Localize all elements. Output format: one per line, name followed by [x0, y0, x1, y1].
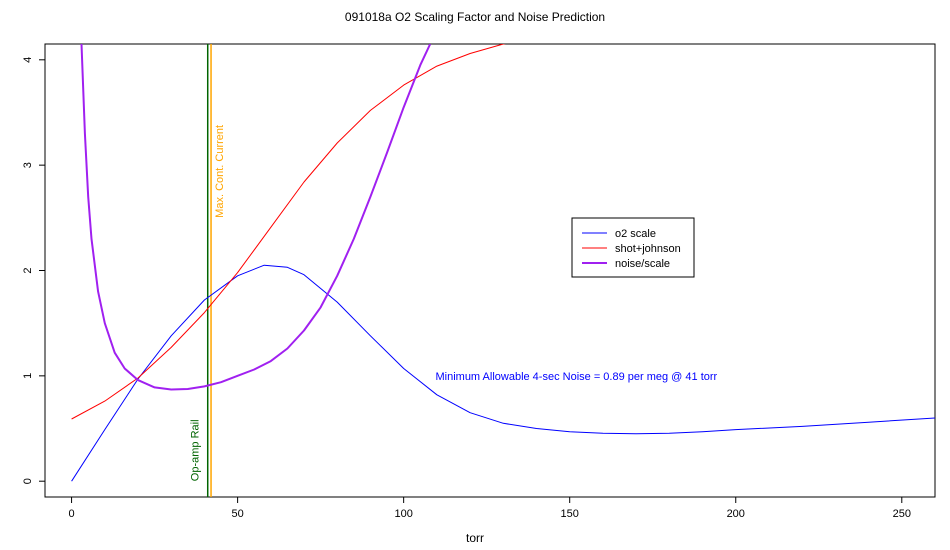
x-tick-label: 250: [893, 508, 911, 520]
series-line-o2-scale: [71, 264, 935, 482]
max-current-label: Max. Cont. Current: [214, 125, 226, 218]
x-tick-label: 200: [727, 508, 745, 520]
x-axis-label: torr: [466, 531, 484, 545]
legend-label: noise/scale: [615, 258, 670, 270]
legend-label: o2 scale: [615, 228, 656, 240]
op-amp-rail-label: Op-amp Rail: [190, 419, 202, 481]
chart-title: 091018a O2 Scaling Factor and Noise Pred…: [345, 10, 605, 24]
plot-frame: [44, 43, 936, 498]
y-tick-label: 3: [22, 162, 34, 168]
x-tick-label: 0: [69, 508, 75, 520]
y-tick-label: 2: [22, 267, 34, 273]
x-tick-label: 100: [394, 508, 412, 520]
x-tick-label: 50: [231, 508, 243, 520]
y-tick-label: 1: [22, 373, 34, 379]
min-noise-annotation: Minimum Allowable 4-sec Noise = 0.89 per…: [435, 371, 717, 383]
legend-label: shot+johnson: [615, 243, 681, 255]
axes: 0 50 100 150 200 250 0 1 2 3 4: [22, 57, 911, 520]
legend: o2 scale shot+johnson noise/scale: [571, 217, 695, 278]
annotations: Minimum Allowable 4-sec Noise = 0.89 per…: [435, 371, 717, 383]
reference-lines: Op-amp Rail Max. Cont. Current: [190, 44, 226, 497]
series-lines: [71, 44, 935, 482]
y-tick-label: 4: [22, 57, 34, 63]
series-line-noise-scale: [80, 44, 432, 391]
series-line-shot-johnson: [71, 44, 506, 420]
x-tick-label: 150: [561, 508, 579, 520]
y-tick-label: 0: [22, 478, 34, 484]
